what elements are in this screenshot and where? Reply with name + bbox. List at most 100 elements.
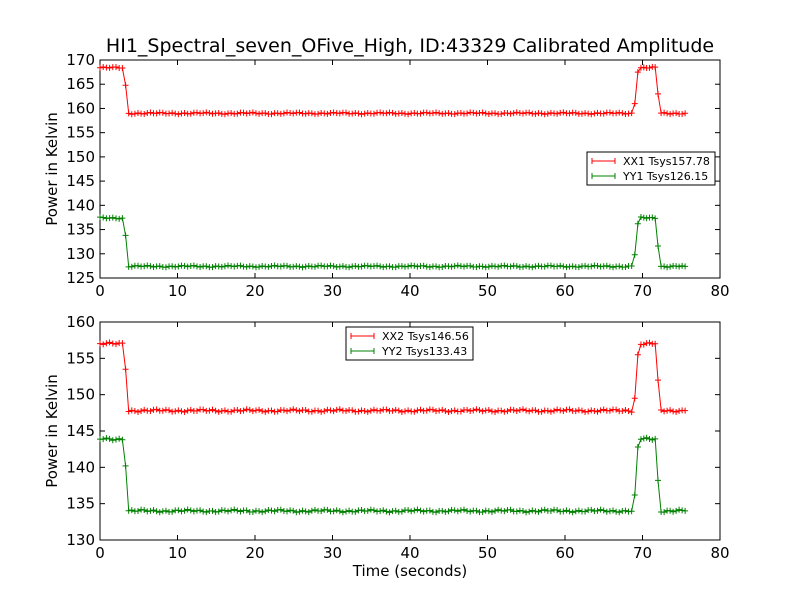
data-point — [262, 508, 269, 515]
data-point — [433, 509, 440, 516]
data-point — [197, 263, 204, 270]
data-point — [507, 110, 514, 117]
data-point — [308, 408, 315, 415]
data-point — [673, 507, 680, 514]
data-point — [175, 111, 182, 118]
data-point — [200, 406, 207, 413]
data-point — [510, 110, 517, 117]
data-point — [206, 407, 213, 414]
legend-label: XX2 Tsys146.56 — [382, 330, 469, 343]
data-point — [305, 509, 312, 516]
data-point — [311, 506, 318, 513]
data-point — [679, 507, 686, 514]
y-tick-label: 140 — [66, 458, 95, 476]
data-point — [252, 110, 259, 117]
data-point — [256, 508, 263, 515]
data-point — [504, 408, 511, 415]
data-point — [643, 434, 650, 441]
data-point — [600, 406, 607, 413]
data-point — [159, 109, 166, 116]
data-point — [652, 435, 659, 442]
data-point — [634, 220, 641, 227]
data-point — [408, 508, 415, 515]
data-point — [682, 507, 689, 514]
data-point — [439, 406, 446, 413]
data-point — [249, 263, 256, 270]
data-point — [237, 508, 244, 515]
data-point — [457, 507, 464, 514]
data-point — [676, 263, 683, 270]
data-point — [125, 110, 132, 117]
data-point — [377, 109, 384, 116]
data-point — [557, 407, 564, 414]
data-point — [308, 110, 315, 117]
data-point — [667, 407, 674, 414]
data-point — [234, 507, 241, 514]
data-point — [655, 377, 661, 384]
data-point — [383, 406, 390, 413]
data-point — [221, 263, 228, 270]
data-point — [485, 407, 492, 414]
data-point — [97, 340, 103, 347]
data-point — [448, 506, 455, 513]
data-point — [112, 215, 119, 222]
y-tick-label: 155 — [66, 124, 95, 142]
data-point — [575, 264, 582, 271]
data-point — [162, 406, 169, 413]
data-point — [588, 506, 595, 513]
data-point — [125, 408, 132, 415]
data-point — [280, 110, 287, 117]
data-point — [243, 110, 250, 117]
data-point — [221, 111, 228, 118]
data-point — [560, 508, 567, 515]
data-point — [578, 110, 585, 117]
data-point — [600, 110, 607, 117]
data-point — [162, 264, 169, 271]
data-point — [538, 408, 545, 415]
data-point — [144, 262, 151, 269]
data-point — [106, 64, 113, 71]
data-point — [578, 407, 585, 414]
x-tick-label: 0 — [95, 544, 105, 562]
data-point — [526, 263, 533, 270]
data-point — [103, 435, 110, 442]
data-point — [519, 508, 526, 515]
data-point — [352, 263, 359, 270]
data-point — [106, 339, 113, 346]
data-point — [501, 262, 508, 269]
data-point — [231, 506, 238, 513]
data-point — [190, 508, 197, 515]
data-point — [523, 263, 530, 270]
data-point — [355, 408, 362, 415]
data-point — [442, 508, 449, 515]
data-point — [377, 407, 384, 414]
data-point — [501, 408, 508, 415]
data-point — [554, 507, 561, 514]
legend-marker — [350, 333, 375, 339]
data-point — [616, 509, 623, 516]
data-point — [256, 406, 263, 413]
legend-label: YY1 Tsys126.15 — [622, 170, 708, 183]
data-point — [535, 262, 542, 269]
y-tick-label: 145 — [66, 172, 95, 190]
data-point — [290, 263, 297, 270]
data-point — [302, 508, 309, 515]
x-tick-label: 40 — [400, 282, 419, 300]
data-point — [566, 406, 573, 413]
data-point — [240, 407, 247, 414]
data-point — [364, 262, 371, 269]
data-point — [613, 508, 620, 515]
data-point — [485, 263, 492, 270]
data-point — [619, 408, 626, 415]
data-point — [336, 406, 343, 413]
x-tick-label: 10 — [168, 282, 187, 300]
data-point — [131, 407, 138, 414]
data-point — [538, 507, 545, 514]
data-point — [327, 407, 334, 414]
data-point — [429, 406, 436, 413]
data-point — [290, 406, 297, 413]
data-point — [398, 263, 405, 270]
data-point — [392, 406, 399, 413]
data-point — [504, 110, 511, 117]
data-point — [572, 508, 579, 515]
